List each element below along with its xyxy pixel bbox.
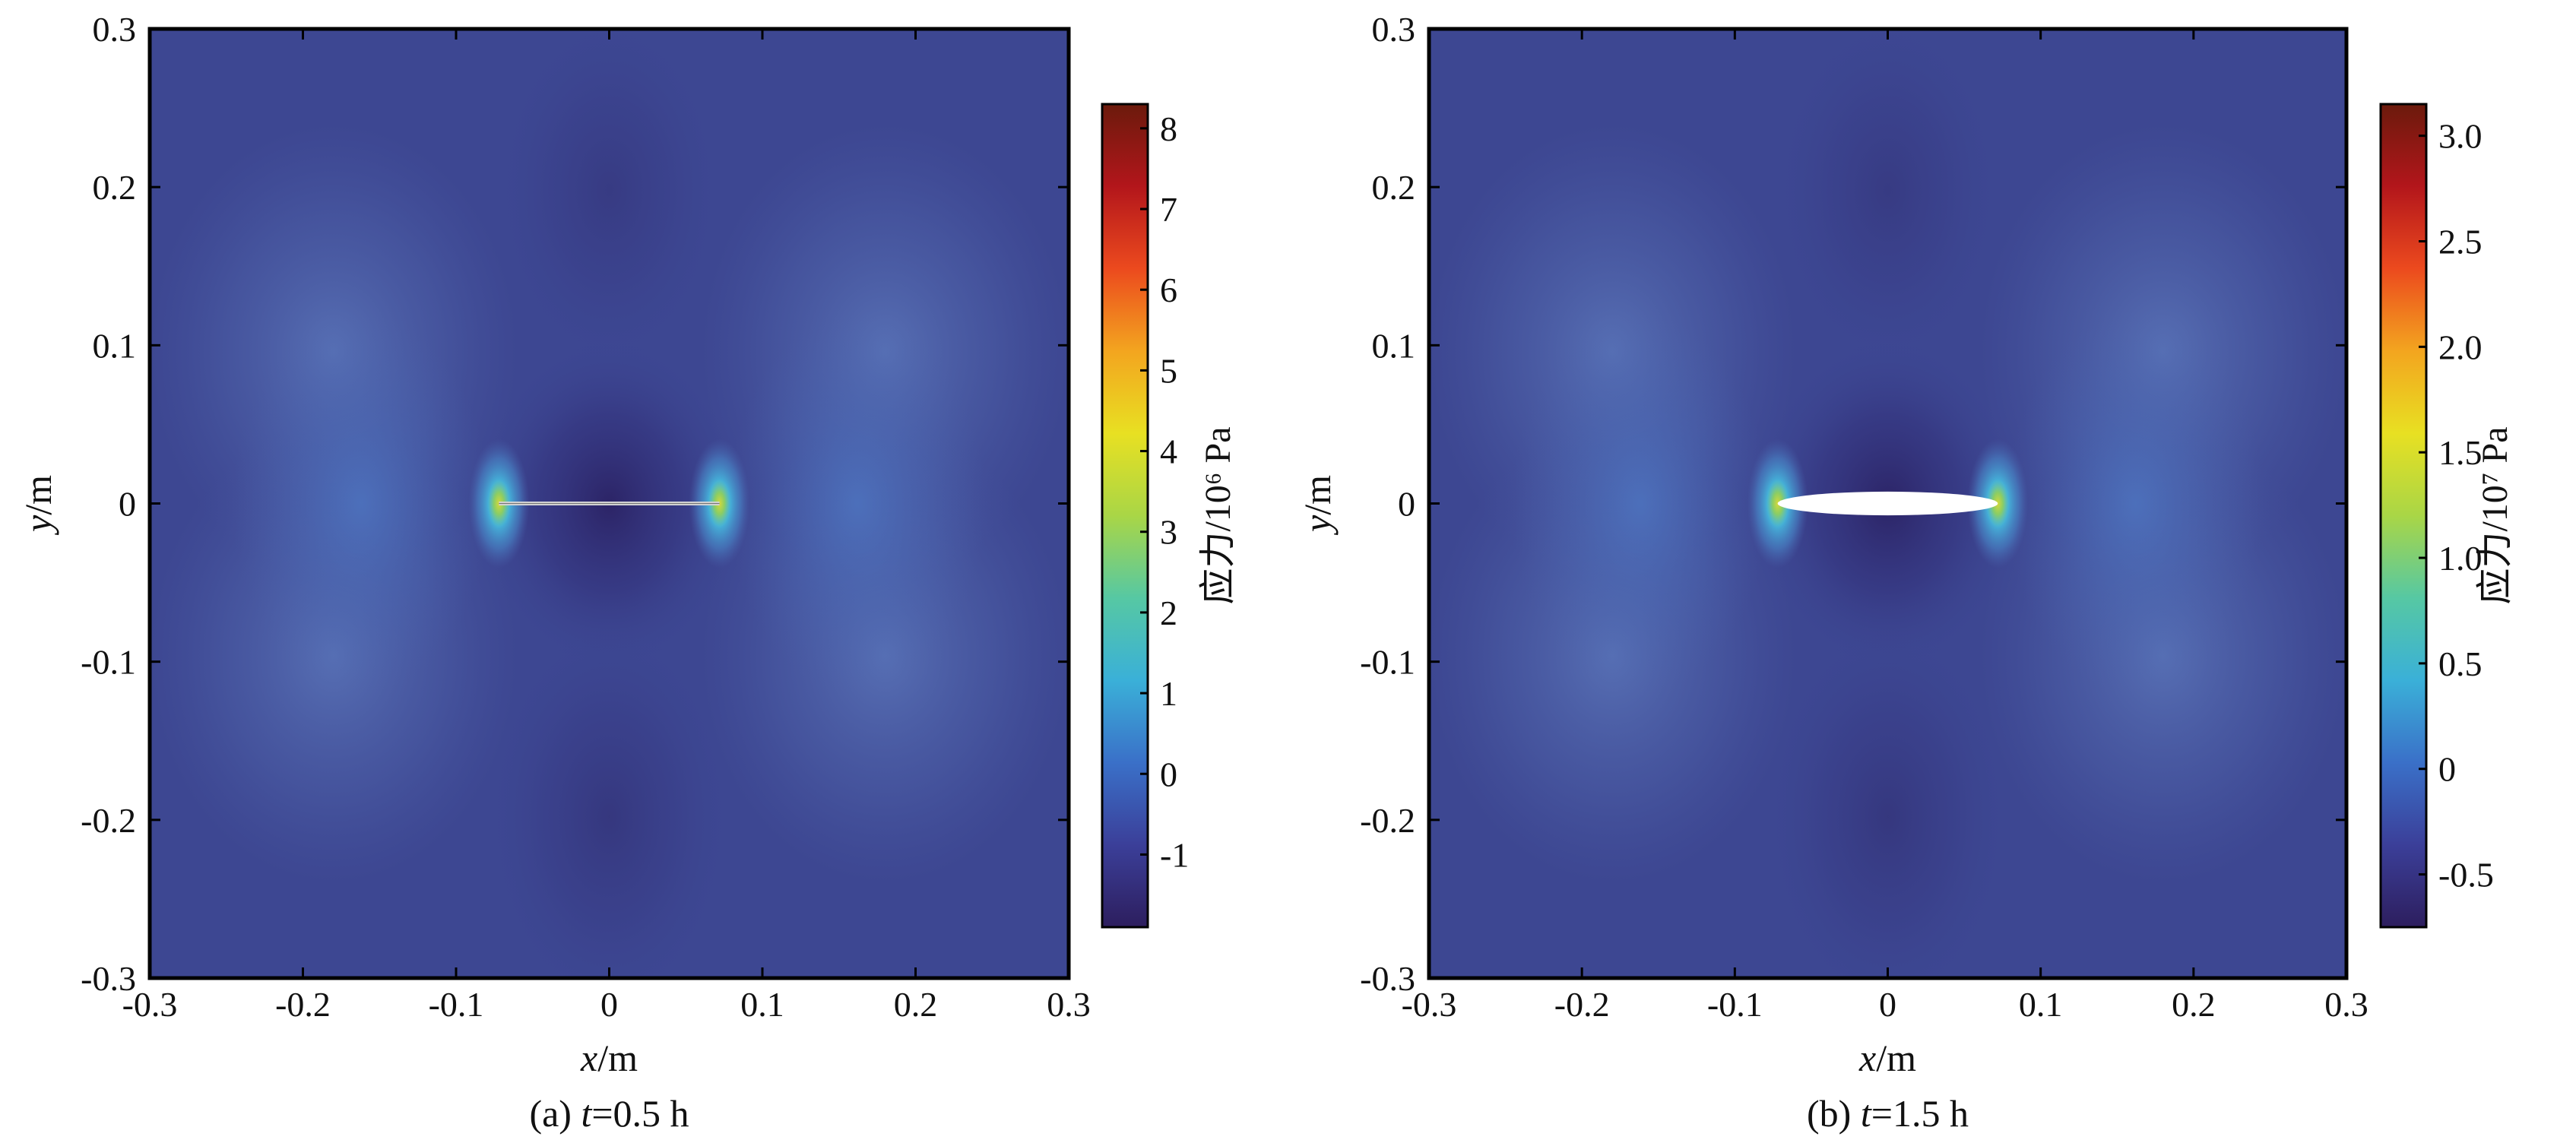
colorbar-label: 应力/10⁶ Pa (1198, 426, 1238, 604)
colorbar: 3.0 2.5 2.0 1.5 1.0 0.5 0 -0.5 应力/10⁷ Pa (2379, 103, 2515, 929)
x-tick-label: -0.1 (1707, 985, 1763, 1024)
axes: -0.3 -0.2 -0.1 0 0.1 0.2 0.3 0.3 0.2 0.1 0 -0.1 -0.2… (1360, 10, 2368, 1024)
axes: -0.3 -0.2 -0.1 0 0.1 0.2 0.3 0.3 0.2 0.1 0 -0.1 -0.2… (81, 10, 1091, 1024)
y-tick-label: 0.1 (1372, 326, 1416, 365)
compression-zone (499, 29, 720, 362)
y-tick-label: -0.1 (1360, 643, 1415, 682)
colorbar-tick-label: 3 (1160, 513, 1177, 552)
colorbar-tick-label: 0 (2438, 750, 2456, 789)
y-tick-label: 0.3 (1372, 10, 1416, 49)
colorbar-tick-label: 8 (1160, 109, 1177, 148)
x-tick-label: -0.2 (1554, 985, 1610, 1024)
x-tick-label: 0.3 (1047, 985, 1091, 1024)
y-tick-label: 0.3 (93, 10, 137, 49)
colorbar-tick-label: 4 (1160, 432, 1177, 471)
stress-field (1429, 29, 2346, 978)
crack-tip-peak (1766, 479, 1789, 528)
y-tick-label: -0.3 (1360, 959, 1415, 998)
x-tick-label: -0.1 (429, 985, 484, 1024)
colorbar-gradient (1101, 103, 1149, 929)
colorbar-tick-label: 1 (1160, 674, 1177, 713)
panel-b: -0.3 -0.2 -0.1 0 0.1 0.2 0.3 0.3 0.2 0.1 0 -0.1 -0.2… (1296, 10, 2515, 1135)
x-axis-label: x/m (580, 1037, 638, 1079)
colorbar-label: 应力/10⁷ Pa (2475, 426, 2515, 604)
x-tick-label: 0.1 (740, 985, 784, 1024)
x-tick-label: -0.3 (122, 985, 178, 1024)
colorbar-tick-label: 5 (1160, 351, 1177, 390)
compression-zone (1777, 29, 1998, 362)
y-tick-label: -0.2 (1360, 801, 1415, 840)
colorbar-tick-label: 7 (1160, 190, 1177, 229)
stress-lobe-inner (1511, 313, 1769, 694)
x-tick-label: 0 (1879, 985, 1896, 1024)
x-tick-label: -0.3 (1402, 985, 1457, 1024)
y-axis-label: y/m (17, 475, 59, 536)
x-tick-label: 0 (600, 985, 618, 1024)
colorbar-tick-label: -0.5 (2438, 856, 2494, 894)
y-tick-label: 0 (119, 485, 136, 524)
y-tick-label: 0.2 (1372, 168, 1416, 207)
colorbar-tick-label: 0 (1160, 755, 1177, 793)
crack-tip-peak (1986, 479, 2010, 528)
x-tick-label: 0.3 (2324, 985, 2368, 1024)
compression-zone (1768, 626, 2007, 978)
stress-field (150, 29, 1069, 978)
x-tick-label: 0.2 (894, 985, 938, 1024)
y-tick-label: -0.1 (81, 643, 136, 682)
panel-caption: (b) t=1.5 h (1807, 1092, 1969, 1135)
colorbar-tick-label: 2 (1160, 594, 1177, 632)
stress-lobe-inner (2007, 313, 2264, 694)
y-tick-label: -0.2 (81, 801, 136, 840)
panel-a: -0.3 -0.2 -0.1 0 0.1 0.2 0.3 0.3 0.2 0.1 0 -0.1 -0.2… (17, 10, 1238, 1135)
colorbar-tick-label: 1.0 (2438, 539, 2483, 578)
stress-lobe-inner (728, 313, 987, 694)
y-tick-label: 0 (1398, 485, 1415, 524)
y-axis-label: y/m (1296, 475, 1339, 536)
x-tick-label: 0.2 (2172, 985, 2216, 1024)
stress-lobe-inner (232, 313, 490, 694)
crack-opening (1777, 491, 1998, 516)
y-tick-label: 0.2 (93, 168, 137, 207)
panel-caption: (a) t=0.5 h (529, 1092, 689, 1135)
colorbar-tick-label: -1 (1160, 835, 1189, 874)
compression-zone (490, 626, 729, 978)
colorbar-tick-label: 0.5 (2438, 644, 2483, 683)
y-tick-label: 0.1 (93, 326, 137, 365)
colorbar: 8 7 6 5 4 3 2 1 0 -1 应力/10⁶ Pa (1101, 103, 1238, 929)
colorbar-tick-label: 2.5 (2438, 223, 2483, 261)
x-tick-label: -0.2 (275, 985, 331, 1024)
colorbar-gradient (2379, 103, 2428, 929)
colorbar-tick-label: 3.0 (2438, 117, 2483, 156)
y-tick-label: -0.3 (81, 959, 136, 998)
colorbar-tick-label: 2.0 (2438, 328, 2483, 366)
colorbar-tick-label: 1.5 (2438, 433, 2483, 472)
x-axis-label: x/m (1858, 1037, 1916, 1079)
colorbar-tick-label: 6 (1160, 271, 1177, 309)
x-tick-label: 0.1 (2019, 985, 2063, 1024)
